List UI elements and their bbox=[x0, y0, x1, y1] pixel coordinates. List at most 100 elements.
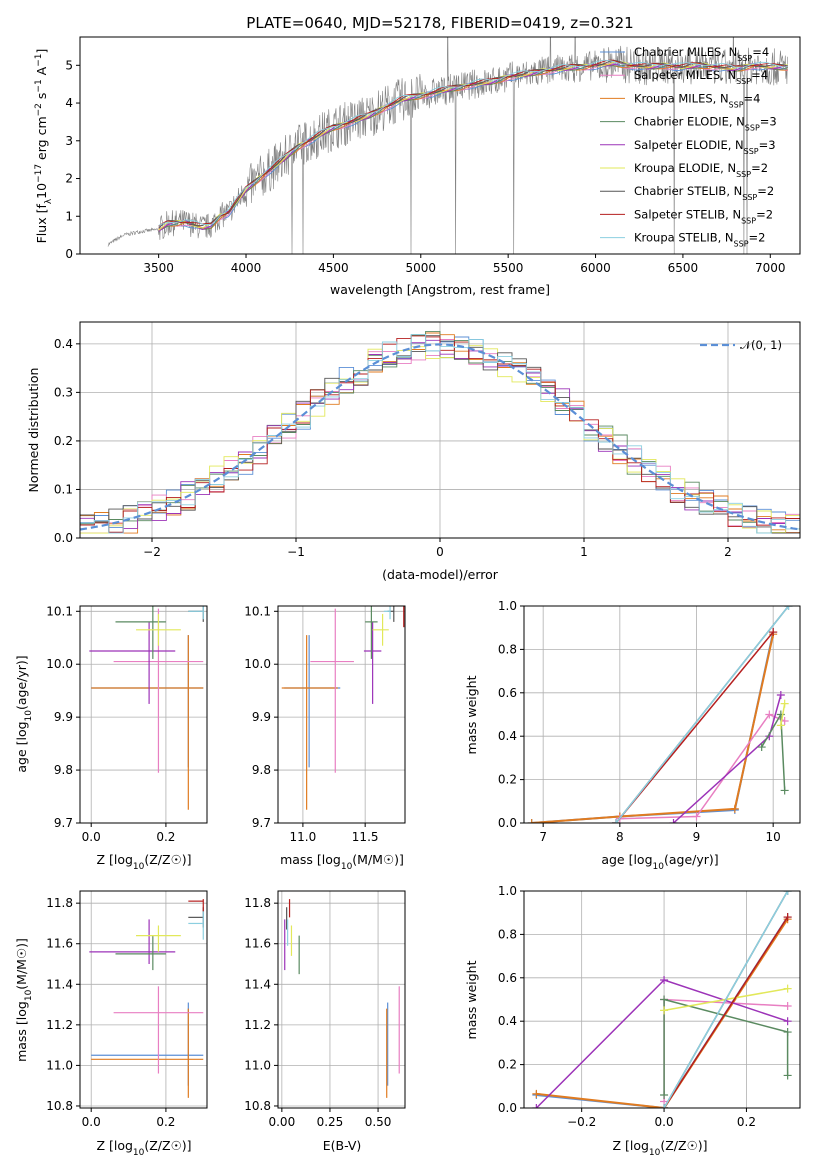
data-point bbox=[89, 919, 176, 965]
y-tick-label: 10.8 bbox=[46, 1099, 73, 1113]
weight-marker bbox=[783, 913, 792, 922]
data-point bbox=[188, 606, 204, 620]
data-point bbox=[89, 621, 176, 704]
x-tick-label: 2 bbox=[724, 545, 732, 559]
y-tick-label: 1.0 bbox=[498, 599, 517, 613]
legend-label: Kroupa ELODIE, NSSP=2 bbox=[634, 161, 768, 179]
weight-line bbox=[672, 694, 782, 823]
weight-marker bbox=[776, 690, 785, 699]
x-tick-label: 10 bbox=[766, 830, 781, 844]
x-tick-label: 7000 bbox=[755, 261, 786, 275]
y-tick-label: 0.2 bbox=[54, 434, 73, 448]
x-tick-label: 8 bbox=[616, 830, 624, 844]
weight-marker bbox=[612, 819, 620, 823]
mass-vs-ebv-xlabel: E(B-V) bbox=[323, 1138, 362, 1153]
legend-label: Salpeter MILES, NSSP=4 bbox=[634, 68, 768, 86]
histogram-step bbox=[80, 330, 800, 534]
y-tick-label: 10.0 bbox=[46, 657, 73, 671]
weight-marker bbox=[780, 699, 789, 708]
x-tick-label: 0.00 bbox=[268, 1115, 295, 1129]
mass-vs-Z-ylabel: mass [log10(M/M☉)] bbox=[14, 938, 34, 1062]
data-point bbox=[115, 606, 166, 659]
y-tick-label: 10.1 bbox=[46, 604, 73, 618]
weight-marker bbox=[532, 1089, 541, 1098]
plot-frame bbox=[79, 36, 801, 255]
y-tick-label: 9.9 bbox=[252, 710, 271, 724]
weight-marker bbox=[784, 606, 793, 610]
plot-frame bbox=[523, 890, 801, 1109]
weight-vs-Z-plot: −0.2 0.0 0.2 0.0 0.2 0.4 0.6 0.8 1.0 bbox=[498, 884, 801, 1129]
weight-marker bbox=[783, 1002, 792, 1011]
weight-marker bbox=[660, 1090, 669, 1099]
weight-marker bbox=[769, 628, 778, 637]
y-tick-label: 10.0 bbox=[244, 657, 271, 671]
data-point bbox=[136, 613, 181, 646]
data-point bbox=[365, 606, 378, 659]
x-tick-label: 5000 bbox=[406, 261, 437, 275]
weight-marker bbox=[783, 891, 792, 895]
weight-line bbox=[663, 998, 789, 1095]
weight-marker bbox=[783, 1071, 792, 1080]
data-point bbox=[188, 907, 204, 928]
x-tick-label: −1 bbox=[287, 545, 305, 559]
mass-vs-ebv-plot: 0.00 0.25 0.50 10.8 11.0 11.2 11.4 11.6 11.8 bbox=[244, 890, 406, 1129]
legend-label: Kroupa MILES, NSSP=4 bbox=[634, 91, 760, 109]
weight-marker bbox=[669, 819, 678, 823]
y-tick-label: 11.0 bbox=[46, 1058, 73, 1072]
data-point bbox=[281, 635, 338, 810]
y-tick-label: 11.4 bbox=[244, 977, 271, 991]
data-point bbox=[113, 986, 204, 1074]
y-tick-label: 1 bbox=[65, 209, 73, 223]
y-tick-label: 2 bbox=[65, 172, 73, 186]
x-tick-label: 0.2 bbox=[737, 1115, 756, 1129]
x-tick-label: 0.0 bbox=[655, 1115, 674, 1129]
y-tick-label: 0.6 bbox=[498, 971, 517, 985]
weight-vs-age-xlabel: age [log10(age/yr)] bbox=[601, 852, 718, 872]
plot-frame bbox=[277, 605, 406, 824]
legend-label: Chabrier STELIB, NSSP=2 bbox=[634, 184, 774, 202]
x-tick-label: 11.0 bbox=[290, 830, 317, 844]
y-tick-label: 9.9 bbox=[54, 710, 73, 724]
mass-vs-Z-xlabel: Z [log10(Z/Z☉)] bbox=[96, 1138, 191, 1158]
y-tick-label: 11.2 bbox=[244, 1018, 271, 1032]
weight-vs-Z-xlabel: Z [log10(Z/Z☉)] bbox=[612, 1138, 707, 1158]
weight-marker bbox=[783, 1017, 792, 1026]
x-tick-label: −2 bbox=[143, 545, 161, 559]
weight-line bbox=[780, 703, 786, 726]
x-tick-label: 11.5 bbox=[352, 830, 379, 844]
histogram-step bbox=[80, 333, 800, 534]
mass-vs-Z-plot: 0.0 0.2 10.8 11.0 11.2 11.4 11.6 11.8 bbox=[46, 890, 208, 1129]
spectrum-title: PLATE=0640, MJD=52178, FIBERID=0419, z=0… bbox=[246, 14, 633, 32]
y-tick-label: 11.8 bbox=[46, 896, 73, 910]
y-tick-label: 0.8 bbox=[498, 927, 517, 941]
y-tick-label: 0.6 bbox=[498, 686, 517, 700]
weight-line bbox=[663, 916, 789, 1108]
plot-frame bbox=[79, 321, 801, 539]
y-tick-label: 4 bbox=[65, 96, 73, 110]
x-tick-label: 6000 bbox=[580, 261, 611, 275]
y-tick-label: 0.2 bbox=[498, 1058, 517, 1072]
y-tick-label: 9.8 bbox=[252, 763, 271, 777]
x-tick-label: −0.2 bbox=[567, 1115, 596, 1129]
residuals-legend: 𝒩(0, 1) bbox=[700, 338, 782, 352]
y-tick-label: 0 bbox=[65, 247, 73, 261]
y-tick-label: 3 bbox=[65, 134, 73, 148]
data-point bbox=[310, 608, 354, 773]
data-point bbox=[363, 621, 382, 704]
weight-marker bbox=[730, 804, 739, 813]
spectrum-legend: Chabrier MILES, NSSP=4 Salpeter MILES, NS… bbox=[600, 45, 777, 248]
age-vs-Z-xlabel: Z [log10(Z/Z☉)] bbox=[96, 852, 191, 872]
weight-vs-age-plot: 7 8 9 10 0.0 0.2 0.4 0.6 0.8 1.0 bbox=[498, 599, 801, 844]
x-tick-label: 0.2 bbox=[156, 1115, 175, 1129]
legend-label: Chabrier ELODIE, NSSP=3 bbox=[634, 115, 777, 133]
data-point bbox=[188, 911, 204, 940]
model-spectrum-line bbox=[158, 63, 788, 230]
y-tick-label: 0.0 bbox=[498, 816, 517, 830]
weight-marker bbox=[780, 786, 789, 795]
age-vs-mass-xlabel: mass [log10(M/M☉)] bbox=[280, 852, 404, 872]
weight-line bbox=[536, 918, 789, 1108]
data-point bbox=[91, 1002, 204, 1086]
weight-marker bbox=[765, 710, 774, 719]
y-tick-label: 11.0 bbox=[244, 1058, 271, 1072]
